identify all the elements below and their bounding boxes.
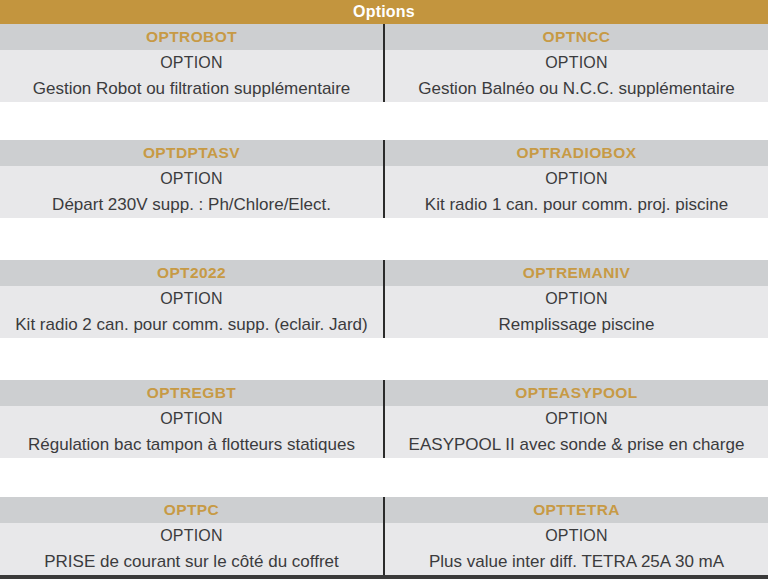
code-row: OPTPC OPTTETRA xyxy=(0,497,768,523)
option-label: OPTION xyxy=(0,50,385,76)
code-row: OPTDPTASV OPTRADIOBOX xyxy=(0,140,768,166)
option-code: OPTNCC xyxy=(385,24,768,50)
option-label: OPTION xyxy=(0,406,385,432)
option-description: Gestion Robot ou filtration supplémentai… xyxy=(0,76,385,102)
option-code: OPTRADIOBOX xyxy=(385,140,768,166)
option-code: OPTREMANIV xyxy=(385,260,768,286)
code-row: OPTREGBT OPTEASYPOOL xyxy=(0,380,768,406)
description-row: Départ 230V supp. : Ph/Chlore/Elect. Kit… xyxy=(0,192,768,218)
description-row: Kit radio 2 can. pour comm. supp. (eclai… xyxy=(0,312,768,338)
option-label: OPTION xyxy=(385,406,768,432)
option-label-row: OPTION OPTION xyxy=(0,166,768,192)
option-label-row: OPTION OPTION xyxy=(0,406,768,432)
option-description: Plus value inter diff. TETRA 25A 30 mA xyxy=(385,549,768,575)
option-description: Kit radio 2 can. pour comm. supp. (eclai… xyxy=(0,312,385,338)
description-row: Gestion Robot ou filtration supplémentai… xyxy=(0,76,768,102)
option-block: OPTROBOT OPTNCC OPTION OPTION Gestion Ro… xyxy=(0,24,768,102)
option-description: PRISE de courant sur le côté du coffret xyxy=(0,549,385,575)
option-code: OPT2022 xyxy=(0,260,385,286)
bottom-border xyxy=(0,575,768,579)
option-code: OPTREGBT xyxy=(0,380,385,406)
description-row: Régulation bac tampon à flotteurs statiq… xyxy=(0,432,768,458)
option-block: OPTDPTASV OPTRADIOBOX OPTION OPTION Dépa… xyxy=(0,140,768,218)
option-description: Kit radio 1 can. pour comm. proj. piscin… xyxy=(385,192,768,218)
option-code: OPTDPTASV xyxy=(0,140,385,166)
option-block: OPT2022 OPTREMANIV OPTION OPTION Kit rad… xyxy=(0,260,768,338)
option-description: Gestion Balnéo ou N.C.C. supplémentaire xyxy=(385,76,768,102)
description-row: PRISE de courant sur le côté du coffret … xyxy=(0,549,768,575)
option-label: OPTION xyxy=(385,523,768,549)
option-code: OPTEASYPOOL xyxy=(385,380,768,406)
option-code: OPTROBOT xyxy=(0,24,385,50)
option-label: OPTION xyxy=(385,166,768,192)
options-table: Options OPTROBOT OPTNCC OPTION OPTION Ge… xyxy=(0,0,768,579)
option-label-row: OPTION OPTION xyxy=(0,286,768,312)
option-label: OPTION xyxy=(385,286,768,312)
code-row: OPTROBOT OPTNCC xyxy=(0,24,768,50)
option-description: Remplissage piscine xyxy=(385,312,768,338)
option-label: OPTION xyxy=(0,286,385,312)
code-row: OPT2022 OPTREMANIV xyxy=(0,260,768,286)
option-description: EASYPOOL II avec sonde & prise en charge xyxy=(385,432,768,458)
option-block: OPTPC OPTTETRA OPTION OPTION PRISE de co… xyxy=(0,497,768,575)
option-block: OPTREGBT OPTEASYPOOL OPTION OPTION Régul… xyxy=(0,380,768,458)
option-label: OPTION xyxy=(0,166,385,192)
option-label-row: OPTION OPTION xyxy=(0,523,768,549)
option-code: OPTPC xyxy=(0,497,385,523)
option-code: OPTTETRA xyxy=(385,497,768,523)
option-label: OPTION xyxy=(385,50,768,76)
table-title: Options xyxy=(0,0,768,24)
option-label: OPTION xyxy=(0,523,385,549)
option-description: Départ 230V supp. : Ph/Chlore/Elect. xyxy=(0,192,385,218)
option-label-row: OPTION OPTION xyxy=(0,50,768,76)
option-description: Régulation bac tampon à flotteurs statiq… xyxy=(0,432,385,458)
